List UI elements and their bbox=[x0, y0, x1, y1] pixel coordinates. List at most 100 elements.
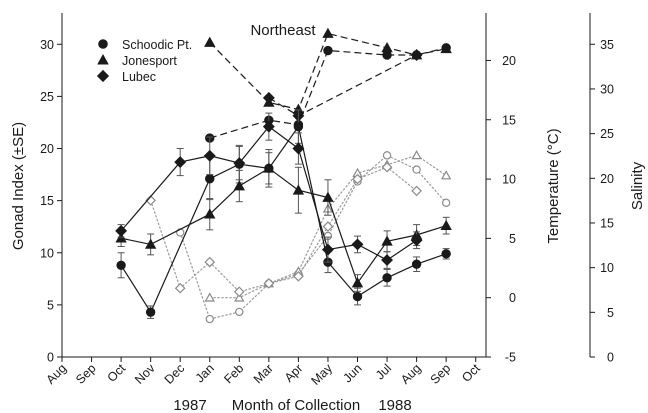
temperature-axis-label: Temperature (°C) bbox=[545, 128, 562, 243]
lubec-gonad-index-point bbox=[233, 157, 246, 170]
jonesport-salinity-point bbox=[322, 27, 334, 38]
jonesport-temperature-point bbox=[234, 292, 245, 302]
x-tick-label: Nov bbox=[132, 361, 158, 387]
jonesport-salinity-point bbox=[204, 36, 216, 47]
jonesport-gonad-index-point bbox=[322, 191, 334, 202]
x-tick-label: May bbox=[308, 361, 335, 388]
lubec-temperature-point bbox=[322, 221, 334, 232]
lubec-temperature-point bbox=[204, 256, 216, 268]
lubec-salinity-line bbox=[268, 54, 417, 117]
salinity-tick-label: 5 bbox=[607, 306, 614, 320]
lubec-temperature-point bbox=[352, 173, 363, 185]
salinity-tick-label: 25 bbox=[600, 127, 614, 141]
schoodic-pt-salinity-point bbox=[323, 45, 333, 56]
legend-label: Jonesport bbox=[122, 54, 177, 68]
lubec-temperature-point bbox=[381, 161, 393, 173]
schoodic-pt-temperature-line bbox=[179, 154, 447, 320]
jonesport-gonad-index-point bbox=[263, 162, 275, 173]
salinity-tick-label: 0 bbox=[607, 351, 614, 365]
salinity-tick-label: 30 bbox=[600, 82, 614, 96]
lubec-temperature-point bbox=[174, 282, 186, 294]
lubec-temperature-point bbox=[233, 286, 245, 298]
lubec-gonad-index-line bbox=[120, 125, 417, 261]
jonesport-gonad-index-point bbox=[440, 219, 452, 231]
lubec-salinity-point bbox=[262, 91, 275, 104]
x-axis-label: Month of Collection bbox=[232, 397, 360, 413]
salinity-tick-label: 10 bbox=[600, 261, 614, 275]
left-tick-label: 0 bbox=[47, 351, 54, 365]
schoodic-pt-gonad-index-point bbox=[382, 273, 392, 283]
lubec-temperature-point bbox=[145, 195, 156, 206]
lubec-gonad-index-point bbox=[262, 120, 275, 133]
temperature-tick-label: 20 bbox=[502, 54, 516, 68]
x-tick-label: Sep bbox=[428, 361, 454, 387]
schoodic-pt-salinity-line bbox=[209, 47, 447, 139]
temperature-tick-label: 10 bbox=[502, 173, 516, 187]
year-label-1988: 1988 bbox=[378, 397, 411, 413]
x-tick-label: Mar bbox=[251, 361, 276, 386]
chart-title: Northeast bbox=[250, 22, 316, 39]
x-tick-label: Apr bbox=[282, 361, 306, 385]
x-tick-label: Feb bbox=[221, 361, 246, 386]
x-tick-label: Aug bbox=[398, 361, 424, 387]
schoodic-pt-gonad-index-point bbox=[293, 121, 304, 132]
schoodic-pt-gonad-index-point bbox=[352, 291, 363, 302]
schoodic-pt-gonad-index-point bbox=[145, 307, 156, 317]
salinity-tick-label: 35 bbox=[600, 38, 614, 52]
lubec-temperature-series bbox=[145, 161, 422, 298]
temperature-tick-label: 0 bbox=[509, 291, 516, 305]
x-tick-label: Jun bbox=[340, 361, 364, 385]
jonesport-gonad-index-point bbox=[233, 180, 245, 191]
jonesport-gonad-index-point bbox=[351, 277, 364, 288]
left-axis-label: Gonad Index (±SE) bbox=[10, 122, 27, 250]
left-tick-label: 10 bbox=[40, 246, 54, 260]
lubec-salinity-series bbox=[262, 49, 423, 122]
jonesport-gonad-index-line bbox=[120, 167, 447, 285]
schoodic-pt-gonad-index-series bbox=[116, 109, 451, 319]
x-tick-label: Sep bbox=[73, 361, 99, 387]
lubec-gonad-index-point bbox=[174, 156, 187, 169]
jonesport-gonad-index-point bbox=[292, 184, 305, 195]
schoodic-pt-temperature-point bbox=[205, 314, 214, 324]
jonesport-temperature-point bbox=[204, 292, 215, 302]
jonesport-gonad-index-point bbox=[144, 238, 157, 249]
lubec-temperature-point bbox=[263, 278, 275, 289]
x-tick-label: Oct bbox=[459, 361, 483, 385]
lubec-gonad-index-point bbox=[351, 238, 364, 251]
x-tick-label: Jul bbox=[373, 361, 394, 382]
lubec-temperature-point bbox=[293, 270, 304, 282]
legend-marker bbox=[98, 39, 108, 49]
jonesport-salinity-line bbox=[209, 32, 447, 111]
schoodic-pt-gonad-index-point bbox=[411, 259, 422, 269]
left-tick-label: 30 bbox=[40, 38, 54, 52]
jonesport-temperature-point bbox=[411, 149, 422, 160]
legend-label: Schoodic Pt. bbox=[122, 38, 192, 52]
legend-marker bbox=[97, 54, 109, 65]
schoodic-pt-gonad-index-point bbox=[116, 260, 126, 270]
lubec-gonad-index-point bbox=[410, 234, 423, 247]
jonesport-salinity-point bbox=[381, 41, 393, 53]
x-tick-label: Dec bbox=[162, 361, 188, 387]
schoodic-pt-temperature-point bbox=[235, 307, 244, 317]
schoodic-pt-temperature-point bbox=[382, 151, 392, 160]
lubec-temperature-line bbox=[150, 166, 418, 293]
left-tick-label: 25 bbox=[40, 90, 54, 104]
series-layer bbox=[115, 27, 452, 324]
legend-label: Lubec bbox=[122, 70, 156, 84]
jonesport-salinity-point bbox=[440, 42, 452, 54]
lubec-gonad-index-point bbox=[292, 142, 305, 155]
temperature-tick-label: -5 bbox=[505, 351, 516, 365]
left-tick-label: 20 bbox=[40, 142, 54, 156]
lubec-gonad-index-series bbox=[115, 112, 423, 269]
schoodic-pt-gonad-index-line bbox=[120, 125, 447, 314]
jonesport-gonad-index-point bbox=[115, 232, 127, 243]
x-tick-label: Jan bbox=[193, 361, 217, 385]
lubec-temperature-point bbox=[411, 185, 422, 197]
x-tick-label: Aug bbox=[43, 361, 69, 387]
legend-marker bbox=[96, 69, 110, 83]
salinity-axis-label: Salinity bbox=[629, 161, 646, 210]
temperature-tick-label: 5 bbox=[509, 232, 516, 246]
schoodic-pt-gonad-index-point bbox=[205, 174, 215, 184]
salinity-tick-label: 15 bbox=[600, 216, 614, 230]
